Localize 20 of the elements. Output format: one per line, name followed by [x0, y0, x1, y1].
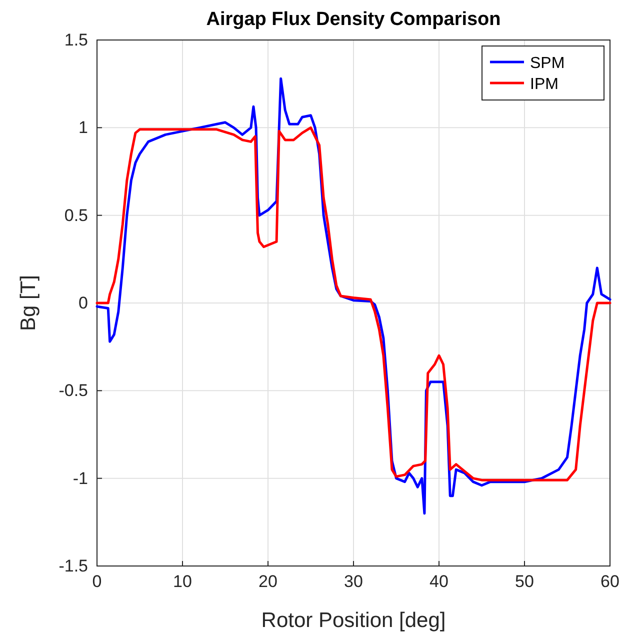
x-tick-label: 50	[515, 572, 534, 592]
y-tick-label: 0.5	[64, 206, 88, 225]
x-tick-label: 30	[344, 572, 363, 592]
legend-label: SPM	[530, 55, 565, 72]
x-tick-label: 60	[600, 572, 620, 592]
line-series	[96, 126, 612, 482]
legend-label: IPM	[530, 76, 558, 93]
x-tick-label: 0	[92, 572, 102, 592]
x-tick-label: 20	[258, 572, 278, 592]
x-tick-label: 10	[173, 572, 192, 592]
y-tick-label: 1	[78, 118, 88, 138]
y-tick-label: -1.5	[58, 556, 88, 576]
y-tick-label: -0.5	[58, 381, 88, 400]
x-tick-label: 40	[430, 572, 448, 592]
y-tick-label: 0	[78, 293, 88, 312]
y-axis-title: Bg [T]	[17, 274, 40, 332]
y-tick-label: 1.5	[64, 30, 88, 50]
x-axis-title: Rotor Position [deg]	[261, 609, 446, 632]
chart-title: Airgap Flux Density Comparison	[206, 9, 501, 30]
y-tick-label: -1	[72, 468, 88, 488]
